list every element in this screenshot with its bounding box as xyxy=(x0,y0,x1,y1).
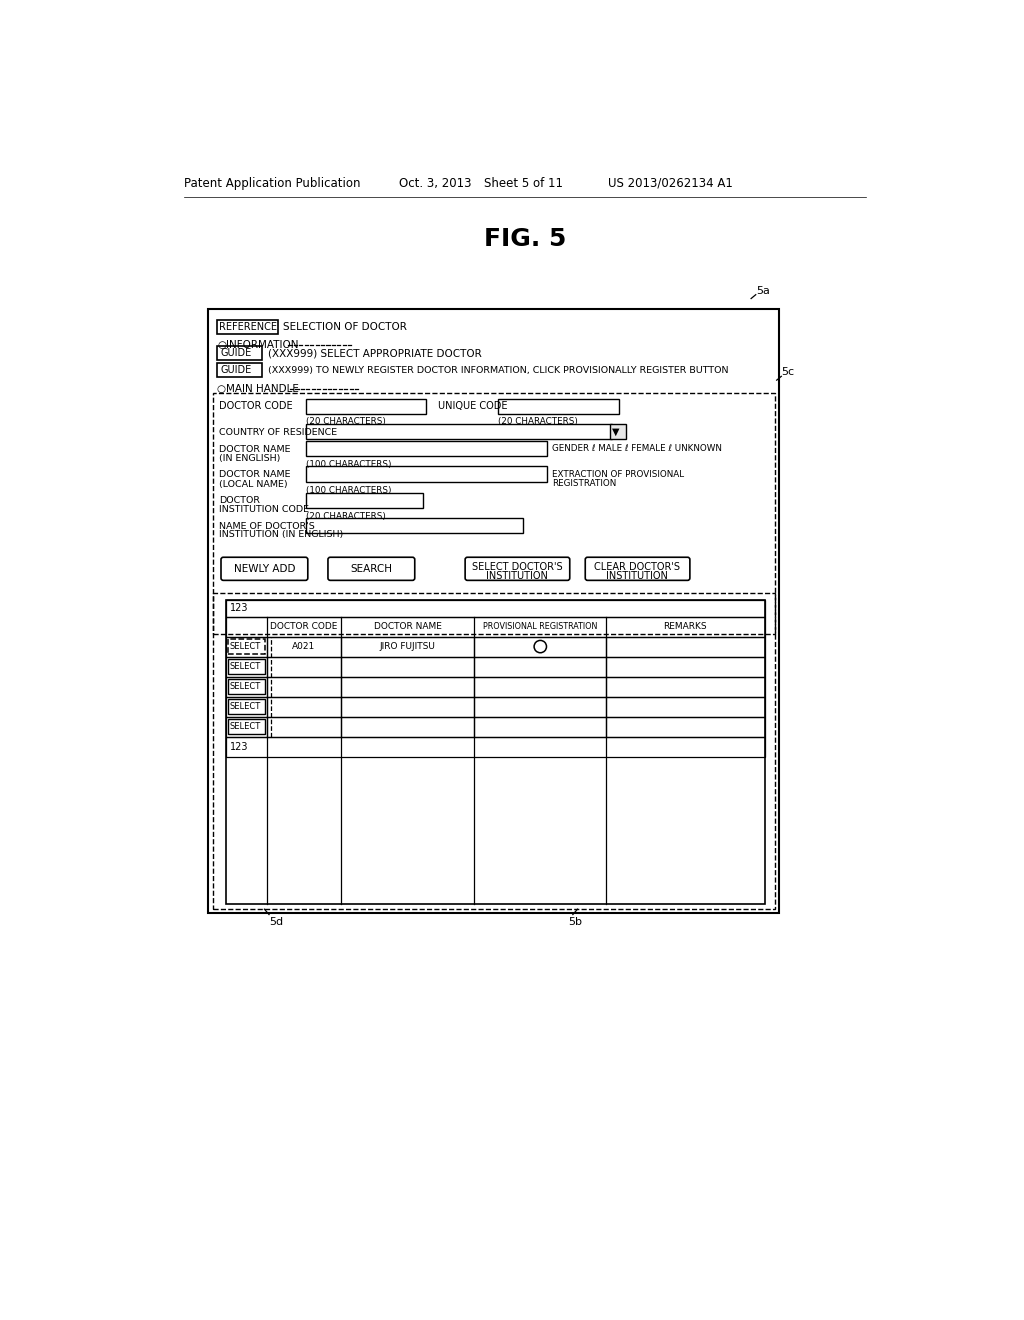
Bar xyxy=(228,639,265,655)
Text: ○INFORMATION: ○INFORMATION xyxy=(217,339,299,350)
Text: ▼: ▼ xyxy=(612,426,620,437)
Text: FIG. 5: FIG. 5 xyxy=(483,227,566,251)
Bar xyxy=(226,697,765,717)
Bar xyxy=(226,599,765,904)
Text: COUNTRY OF RESIDENCE: COUNTRY OF RESIDENCE xyxy=(219,428,338,437)
Text: DOCTOR NAME: DOCTOR NAME xyxy=(219,470,291,479)
Text: DOCTOR CODE: DOCTOR CODE xyxy=(270,622,338,631)
Bar xyxy=(226,656,765,677)
Text: Sheet 5 of 11: Sheet 5 of 11 xyxy=(484,177,563,190)
Bar xyxy=(228,700,265,714)
Bar xyxy=(217,363,262,378)
Text: SELECT DOCTOR'S: SELECT DOCTOR'S xyxy=(472,561,562,572)
Text: (20 CHARACTERS): (20 CHARACTERS) xyxy=(306,512,386,521)
Text: DOCTOR NAME: DOCTOR NAME xyxy=(219,445,291,454)
Text: GUIDE: GUIDE xyxy=(220,366,252,375)
Text: (XXX999) TO NEWLY REGISTER DOCTOR INFORMATION, CLICK PROVISIONALLY REGISTER BUTT: (XXX999) TO NEWLY REGISTER DOCTOR INFORM… xyxy=(267,366,728,375)
Bar xyxy=(226,677,765,697)
Text: Patent Application Publication: Patent Application Publication xyxy=(183,177,360,190)
Text: SELECT: SELECT xyxy=(229,663,261,671)
Text: 123: 123 xyxy=(230,742,249,751)
Bar xyxy=(306,466,547,482)
Text: SELECTION OF DOCTOR: SELECTION OF DOCTOR xyxy=(283,322,407,333)
Bar xyxy=(208,309,779,913)
Bar xyxy=(306,492,423,508)
Text: (100 CHARACTERS): (100 CHARACTERS) xyxy=(306,461,392,470)
Text: 5c: 5c xyxy=(781,367,795,378)
Bar xyxy=(306,441,547,457)
Text: EXTRACTION OF PROVISIONAL: EXTRACTION OF PROVISIONAL xyxy=(552,470,684,479)
Text: (20 CHARACTERS): (20 CHARACTERS) xyxy=(306,417,386,426)
Bar xyxy=(610,424,626,440)
Text: US 2013/0262134 A1: US 2013/0262134 A1 xyxy=(608,177,733,190)
Text: SELECT: SELECT xyxy=(229,702,261,711)
Text: INSTITUTION (IN ENGLISH): INSTITUTION (IN ENGLISH) xyxy=(219,531,344,540)
Bar xyxy=(226,737,765,756)
Text: (XXX999) SELECT APPROPRIATE DOCTOR: (XXX999) SELECT APPROPRIATE DOCTOR xyxy=(267,348,481,358)
Text: (20 CHARACTERS): (20 CHARACTERS) xyxy=(499,417,579,426)
Text: REFERENCE: REFERENCE xyxy=(219,322,278,333)
Text: (IN ENGLISH): (IN ENGLISH) xyxy=(219,454,281,463)
Text: INSTITUTION CODE: INSTITUTION CODE xyxy=(219,506,309,513)
Text: DOCTOR NAME: DOCTOR NAME xyxy=(374,622,441,631)
Bar xyxy=(226,717,765,737)
Text: PROVISIONAL REGISTRATION: PROVISIONAL REGISTRATION xyxy=(483,622,597,631)
Text: REMARKS: REMARKS xyxy=(664,622,707,631)
Bar xyxy=(499,399,618,414)
Text: SELECT: SELECT xyxy=(229,722,261,731)
Text: (LOCAL NAME): (LOCAL NAME) xyxy=(219,479,288,488)
Text: SEARCH: SEARCH xyxy=(350,564,392,574)
Bar xyxy=(228,719,265,734)
Text: INSTITUTION: INSTITUTION xyxy=(486,570,548,581)
Bar xyxy=(226,636,765,656)
Text: CLEAR DOCTOR'S: CLEAR DOCTOR'S xyxy=(594,561,680,572)
Text: INSTITUTION: INSTITUTION xyxy=(606,570,668,581)
Text: 5b: 5b xyxy=(568,917,583,927)
Bar xyxy=(228,678,265,694)
Bar xyxy=(228,659,265,675)
Text: GENDER ℓ MALE ℓ FEMALE ℓ UNKNOWN: GENDER ℓ MALE ℓ FEMALE ℓ UNKNOWN xyxy=(552,445,722,453)
Text: ○MAIN HANDLE: ○MAIN HANDLE xyxy=(217,384,299,395)
Text: GUIDE: GUIDE xyxy=(220,348,252,358)
Bar xyxy=(226,616,765,636)
Bar xyxy=(306,424,612,440)
Text: (100 CHARACTERS): (100 CHARACTERS) xyxy=(306,486,392,495)
Text: 5a: 5a xyxy=(756,286,770,296)
Text: DOCTOR: DOCTOR xyxy=(219,496,260,504)
Bar xyxy=(213,594,775,909)
Bar xyxy=(217,346,262,360)
Text: SELECT: SELECT xyxy=(229,642,261,651)
Text: SELECT: SELECT xyxy=(229,682,261,692)
Text: UNIQUE CODE: UNIQUE CODE xyxy=(438,401,508,412)
Bar xyxy=(306,517,523,533)
Text: NAME OF DOCTOR'S: NAME OF DOCTOR'S xyxy=(219,521,315,531)
Bar xyxy=(217,321,278,334)
Text: JIRO FUJITSU: JIRO FUJITSU xyxy=(380,642,436,651)
Bar xyxy=(226,599,765,616)
Text: 123: 123 xyxy=(230,603,249,612)
Text: 5d: 5d xyxy=(269,917,284,927)
Bar xyxy=(306,399,426,414)
Text: Oct. 3, 2013: Oct. 3, 2013 xyxy=(399,177,472,190)
Text: DOCTOR CODE: DOCTOR CODE xyxy=(219,401,293,412)
Text: A021: A021 xyxy=(292,642,315,651)
Bar xyxy=(213,393,775,635)
Text: NEWLY ADD: NEWLY ADD xyxy=(233,564,295,574)
Text: REGISTRATION: REGISTRATION xyxy=(552,479,616,488)
